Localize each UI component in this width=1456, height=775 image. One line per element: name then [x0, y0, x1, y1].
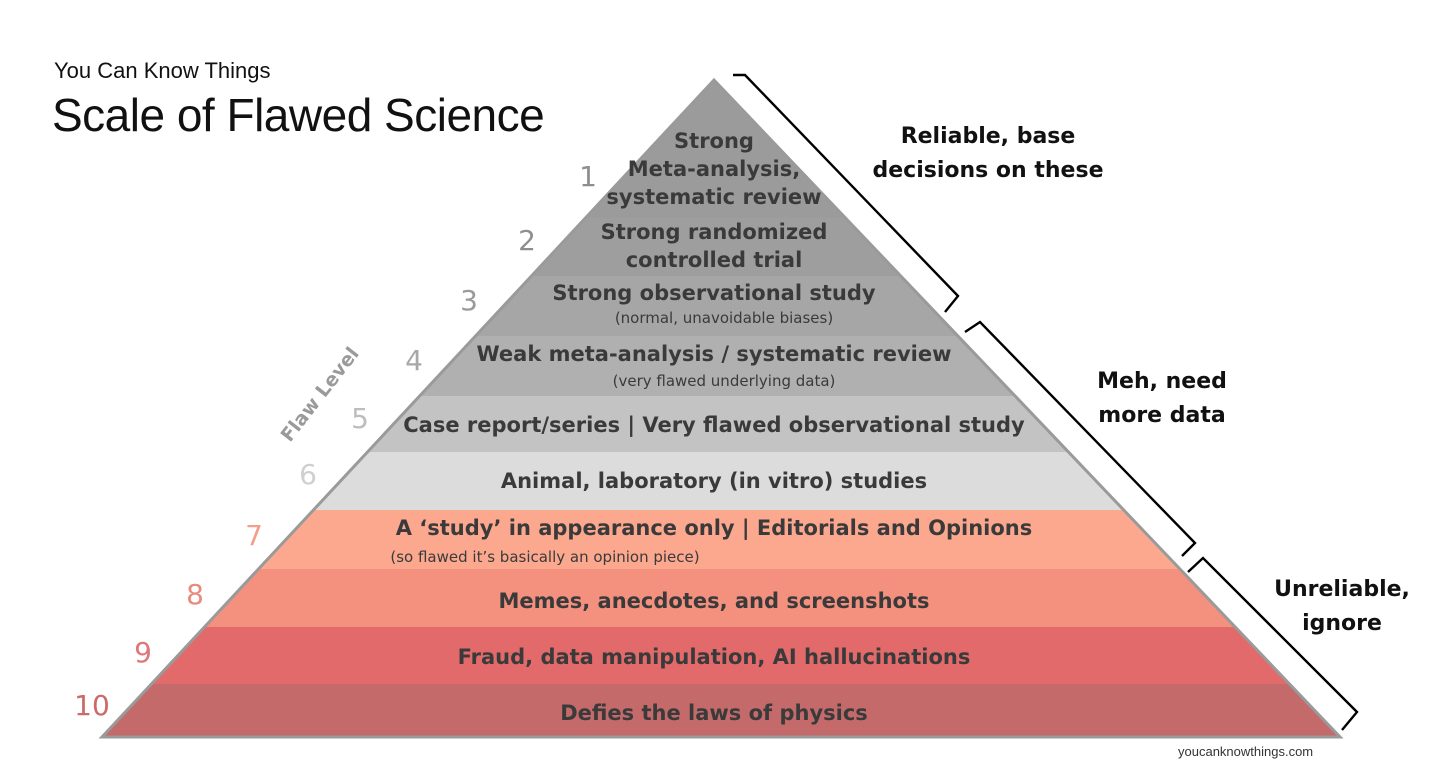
- group-2-bracket: [964, 320, 1197, 557]
- level-1-band: [585, 80, 846, 218]
- level-8-band: [204, 569, 1236, 627]
- pyramid-outline: [98, 77, 1344, 739]
- level-7-number: 7: [245, 519, 263, 552]
- group-1-bracket: [733, 73, 960, 313]
- level-10-band: [102, 684, 1340, 737]
- group-3-label: Unreliable,: [1274, 577, 1410, 602]
- level-8-label: Memes, anecdotes, and screenshots: [498, 589, 929, 613]
- level-2-label: controlled trial: [626, 248, 803, 272]
- footer-url: youcanknowthings.com: [1178, 744, 1314, 759]
- level-3-number: 3: [460, 284, 478, 317]
- level-4-number: 4: [405, 344, 423, 377]
- level-5-number: 5: [351, 402, 369, 435]
- level-9-label: Fraud, data manipulation, AI hallucinati…: [458, 645, 971, 669]
- level-2-number: 2: [518, 224, 536, 257]
- group-3-bracket: [1187, 556, 1359, 731]
- group-1-label: decisions on these: [873, 158, 1104, 183]
- level-9-number: 9: [134, 636, 152, 669]
- level-1-label: Meta-analysis,: [628, 157, 800, 181]
- level-4-sublabel: (very flawed underlying data): [613, 372, 836, 390]
- group-3-label: ignore: [1302, 611, 1382, 636]
- diagram-title: Scale of Flawed Science: [52, 89, 545, 141]
- level-4-label: Weak meta-analysis / systematic review: [477, 342, 952, 366]
- level-5-label: Case report/series | Very flawed observa…: [403, 413, 1025, 438]
- level-1-label: Strong: [674, 129, 754, 153]
- level-3-band: [475, 276, 958, 336]
- level-2-band: [531, 218, 901, 276]
- level-7-label: A ‘study’ in appearance only | Editorial…: [396, 516, 1033, 541]
- level-3-sublabel: (normal, unavoidable biases): [615, 309, 833, 327]
- level-7-band: [258, 510, 1180, 569]
- level-8-number: 8: [186, 578, 204, 611]
- level-5-band: [367, 396, 1069, 452]
- level-7-sublabel: (so flawed it’s basically an opinion pie…: [390, 548, 699, 566]
- level-9-band: [151, 627, 1290, 684]
- brand-name: You Can Know Things: [54, 58, 271, 83]
- level-1-number: 1: [579, 160, 597, 193]
- level-10-label: Defies the laws of physics: [560, 701, 868, 725]
- group-2-label: Meh, need: [1097, 369, 1227, 394]
- level-10-number: 10: [74, 689, 110, 722]
- level-6-band: [313, 452, 1124, 510]
- level-6-label: Animal, laboratory (in vitro) studies: [501, 469, 927, 493]
- group-2-label: more data: [1098, 403, 1225, 428]
- group-1-label: Reliable, base: [901, 124, 1076, 149]
- level-2-label: Strong randomized: [601, 220, 828, 244]
- level-4-band: [419, 336, 1016, 396]
- level-3-label: Strong observational study: [552, 281, 875, 305]
- level-6-number: 6: [299, 458, 317, 491]
- level-1-label: systematic review: [606, 185, 821, 209]
